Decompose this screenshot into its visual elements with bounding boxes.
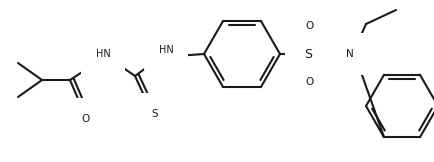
Text: HN: HN: [158, 45, 173, 55]
Text: S: S: [304, 47, 312, 60]
Text: N: N: [346, 49, 354, 59]
Text: O: O: [81, 114, 89, 124]
Text: O: O: [305, 77, 313, 87]
Text: O: O: [305, 21, 313, 31]
Text: S: S: [152, 109, 158, 119]
Text: HN: HN: [95, 49, 110, 59]
